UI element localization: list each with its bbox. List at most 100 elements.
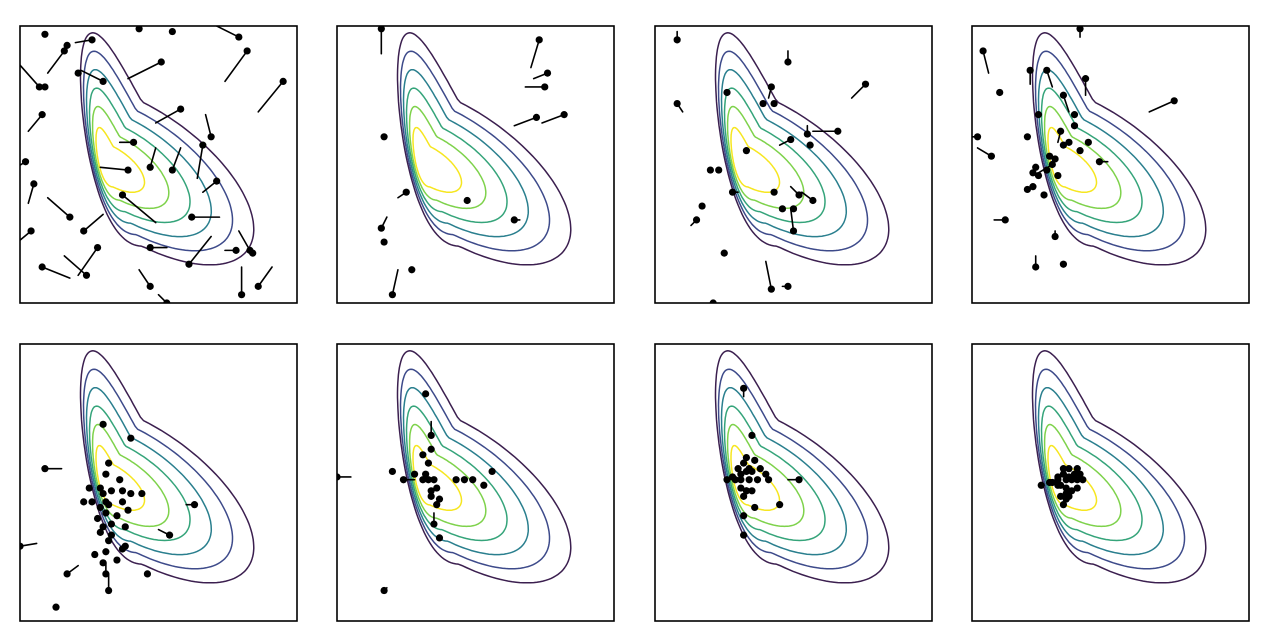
particle-point	[116, 476, 124, 484]
particle-point	[1076, 147, 1084, 155]
particle-point	[1054, 171, 1062, 180]
particle-point	[1023, 185, 1031, 194]
particle-point	[1029, 169, 1037, 177]
particle-point	[751, 456, 759, 464]
particle-point	[770, 188, 778, 196]
particle-point	[767, 285, 775, 293]
contour-line-3	[1037, 68, 1165, 238]
particle-point	[91, 550, 99, 559]
velocity-tail	[20, 230, 32, 242]
velocity-tail	[41, 266, 71, 279]
particle-point	[1170, 97, 1178, 105]
particle-point	[709, 299, 717, 303]
particle-point	[1076, 470, 1084, 478]
contour-line-2	[82, 50, 234, 252]
particle-point	[762, 470, 770, 478]
particle-point	[698, 202, 706, 210]
velocity-tail	[982, 50, 990, 74]
particle-point	[1029, 183, 1037, 191]
particle-point	[673, 99, 681, 108]
particle-point	[1059, 501, 1068, 509]
particle-point	[532, 113, 541, 122]
particle-point	[1057, 127, 1065, 135]
particle-point	[41, 465, 49, 473]
particle-point	[38, 263, 46, 271]
particle-point	[1026, 66, 1034, 74]
particle-point	[1070, 470, 1079, 478]
velocity-tail	[171, 147, 182, 171]
contour-line-1	[714, 350, 890, 584]
particle-point	[1095, 158, 1104, 166]
contour-line-1	[714, 32, 890, 266]
particle-point	[93, 244, 102, 252]
contour-line-5	[1043, 423, 1122, 528]
contour-line-1	[396, 32, 572, 266]
particle-point	[337, 473, 341, 481]
particle-point	[740, 531, 748, 539]
particle-point	[973, 133, 982, 141]
particle-point	[996, 88, 1004, 97]
particle-point	[146, 244, 154, 252]
particle-point	[135, 26, 143, 33]
particle-point	[433, 501, 441, 509]
particle-point	[795, 191, 803, 199]
velocity-tail	[20, 63, 41, 88]
velocity-tail	[257, 266, 273, 288]
particle-point	[1070, 111, 1079, 119]
particle-point	[1057, 492, 1065, 500]
particle-point	[105, 501, 113, 509]
particle-point	[41, 83, 49, 91]
particle-point	[435, 534, 444, 542]
particle-point	[127, 489, 135, 498]
particle-point	[751, 503, 759, 512]
particle-point	[753, 476, 762, 484]
contour-line-4	[405, 405, 508, 542]
particle-point	[213, 177, 221, 185]
particle-point	[99, 523, 107, 531]
contour-line-3	[402, 68, 530, 238]
particle-point	[803, 130, 811, 138]
particle-point	[408, 266, 416, 274]
particle-point	[1040, 191, 1048, 199]
velocity-tail	[513, 116, 538, 127]
particle-point	[861, 80, 870, 88]
particle-point	[427, 445, 435, 453]
particle-point	[764, 476, 773, 484]
particle-point	[1073, 476, 1081, 484]
particle-point	[80, 227, 88, 235]
particle-point	[99, 559, 107, 567]
particle-point	[41, 30, 49, 38]
particle-point	[422, 470, 430, 478]
particle-point	[809, 196, 817, 205]
particle-point	[157, 58, 165, 66]
panel-frame	[971, 343, 1250, 622]
particle-point	[740, 459, 748, 467]
panel-3	[654, 25, 933, 304]
velocity-tail	[204, 113, 212, 138]
particle-point	[118, 498, 127, 506]
particle-point	[1023, 133, 1031, 141]
particle-point	[1034, 171, 1043, 180]
contour-line-3	[85, 68, 213, 238]
particle-point	[1037, 481, 1045, 489]
particle-point	[1073, 484, 1081, 492]
particle-point	[399, 476, 408, 484]
particle-point	[232, 246, 240, 254]
particle-point	[66, 213, 74, 221]
panel-frame	[19, 25, 298, 304]
particle-point	[105, 586, 113, 595]
particle-point	[1065, 492, 1073, 500]
particle-point	[377, 224, 385, 232]
panel-frame	[971, 25, 1250, 304]
contour-line-2	[1034, 50, 1186, 252]
particle-point	[723, 476, 731, 484]
particle-point	[82, 271, 91, 279]
particle-point	[784, 58, 792, 66]
particle-point	[742, 487, 751, 495]
panel-7	[654, 343, 933, 622]
panel-frame	[336, 25, 615, 304]
particle-point	[692, 216, 701, 224]
particle-point	[742, 453, 751, 462]
particle-point	[784, 282, 792, 290]
particle-point	[463, 196, 471, 205]
